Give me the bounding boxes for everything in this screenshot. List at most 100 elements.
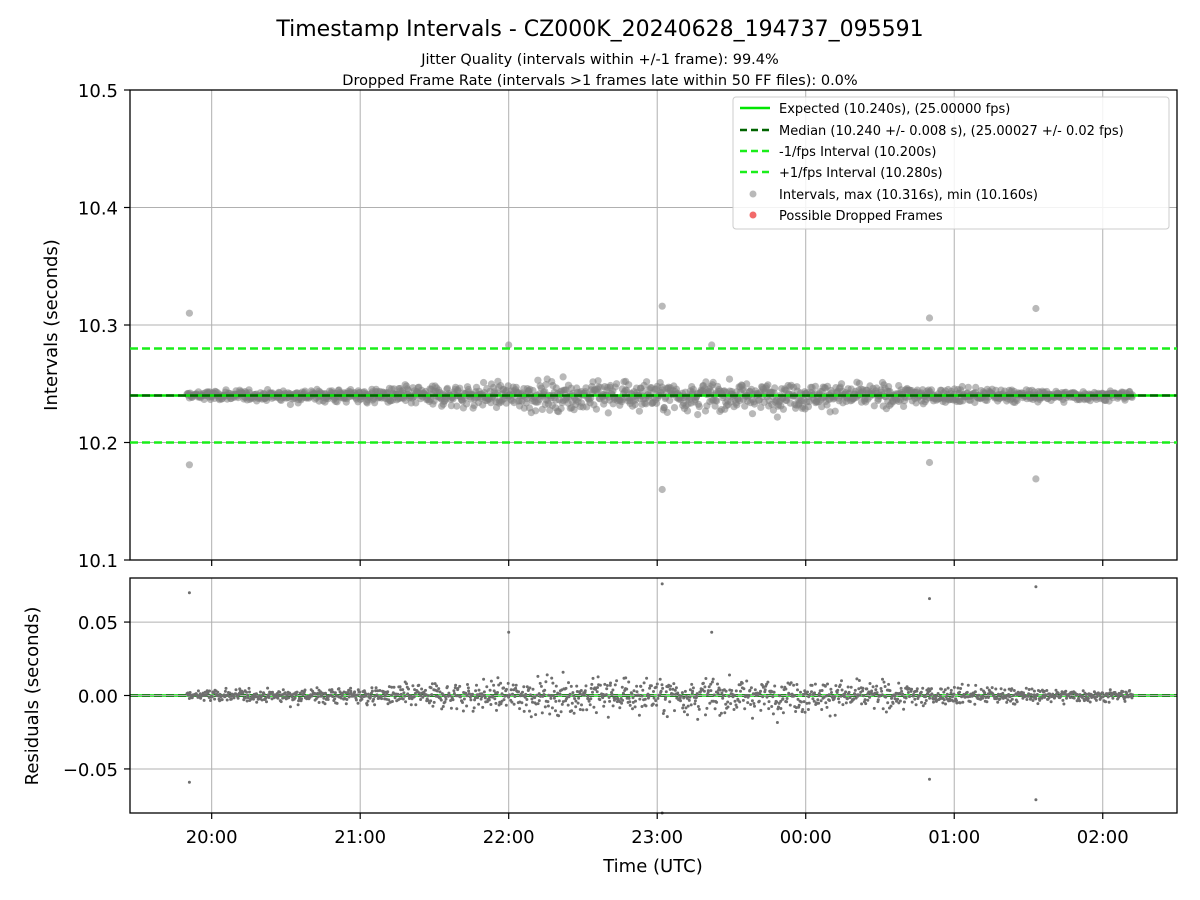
residual-point [255,700,259,704]
interval-point [683,407,692,415]
residual-point [296,703,300,707]
residual-point [778,694,782,698]
residual-point [671,687,675,691]
x-tick-label: 01:00 [928,827,980,848]
residual-point [546,704,550,708]
residual-point [968,700,972,704]
residual-point [723,711,727,715]
residual-point [426,698,430,702]
residual-point [910,700,914,704]
intervals-y-tick-label: 10.2 [78,434,118,455]
interval-point [1032,304,1040,313]
residual-point [746,701,750,705]
residual-point [752,702,756,705]
residual-point [520,701,524,705]
residual-point [672,682,676,686]
residual-point [604,693,608,697]
residual-point [690,682,694,686]
residual-point [643,697,647,701]
residual-point [1029,693,1033,697]
residual-point [844,690,848,694]
residual-point [493,697,497,701]
residual-point [960,682,964,686]
interval-point [185,309,193,317]
residual-point [910,687,914,691]
residual-point [721,696,725,700]
residual-point [825,705,829,709]
residual-point [631,696,635,700]
residual-point [522,709,526,713]
residual-point [245,699,249,703]
residual-point [913,697,917,701]
residual-point [1123,699,1127,703]
residual-point [454,683,458,687]
residual-point [1072,696,1076,700]
residual-point [680,691,684,695]
residual-point [279,700,283,704]
residual-point [513,695,517,698]
residual-point [985,700,989,704]
residual-point [349,686,353,690]
residual-point [245,690,248,694]
residual-point [734,689,738,693]
residual-point [468,695,472,699]
residual-point [785,700,789,704]
residual-point [928,777,931,781]
residual-point [551,694,555,698]
residual-point [592,705,596,709]
residual-point [401,697,405,701]
residual-point [681,706,685,710]
intervals-y-tick-label: 10.3 [78,316,118,337]
residual-point [704,677,708,680]
residual-point [349,689,353,693]
residual-point [921,704,925,708]
residual-point [1047,696,1051,700]
residual-point [615,679,619,683]
residual-point [688,695,692,699]
residual-point [548,694,552,698]
interval-point [757,403,765,411]
residual-point [726,700,730,704]
residual-point [557,699,561,703]
residual-point [749,703,753,706]
residual-point [572,694,576,698]
residual-point [807,695,811,699]
residual-point [554,699,558,703]
residual-point [704,713,707,717]
residual-point [716,682,719,686]
residual-point [246,696,250,700]
residual-point [571,691,575,695]
residual-point [1027,688,1031,691]
residual-point [679,694,683,698]
interval-point [542,381,550,389]
intervals-y-tick-label: 10.4 [78,199,118,220]
interval-point [412,399,420,407]
residual-point [840,679,843,683]
residual-point [789,681,793,685]
residual-point [254,692,258,696]
residual-point [641,688,645,692]
interval-point [447,402,455,410]
residual-point [430,693,434,697]
residual-point [668,700,672,704]
residual-point [1032,689,1036,693]
residual-point [767,700,771,704]
residual-point [652,696,656,700]
interval-point [713,397,721,405]
residual-point [409,703,413,707]
intervals-reference-lines-front [130,347,1177,444]
residual-point [477,702,481,706]
legend-dropped-frames-label: Possible Dropped Frames [779,209,943,224]
residual-point [335,701,339,705]
residual-point [494,701,498,705]
residual-point [430,682,434,686]
residual-point [847,690,851,694]
residual-point [808,692,812,696]
residual-point [538,681,542,685]
residual-point [507,630,511,634]
residual-point [482,694,486,697]
residual-point [489,703,493,706]
residual-point [828,699,831,702]
residual-point [228,691,232,695]
residual-point [748,688,752,692]
